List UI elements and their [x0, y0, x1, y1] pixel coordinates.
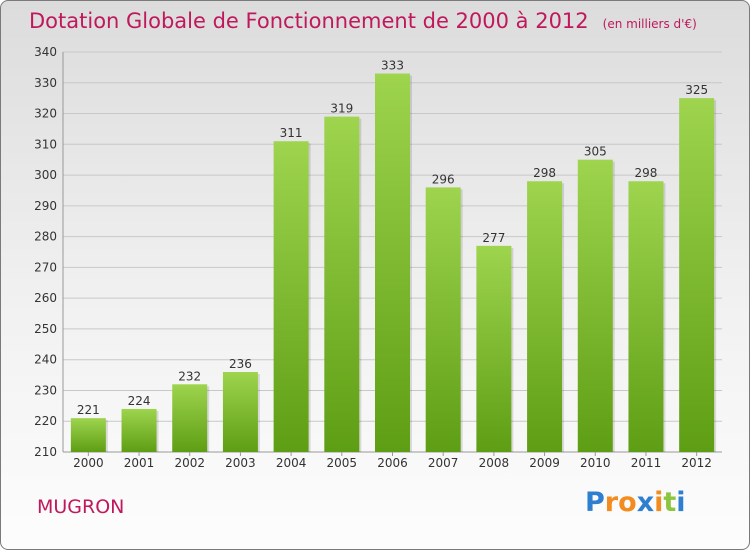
- data-label: 319: [330, 102, 353, 116]
- y-tick-label: 250: [34, 322, 57, 336]
- y-tick-label: 210: [34, 445, 57, 459]
- x-tick-label: 2005: [327, 456, 358, 470]
- proxiti-logo[interactable]: Proxiti: [585, 487, 686, 518]
- bar-2000: [70, 418, 106, 452]
- data-label: 296: [432, 172, 455, 186]
- x-tick-label: 2006: [377, 456, 408, 470]
- commune-name: MUGRON: [37, 496, 125, 518]
- y-axis-ticks: 210 220 230 240 250 260 270 280 290 300 310 320 330 3…: [34, 45, 57, 459]
- data-label: 298: [533, 166, 556, 180]
- bars: [70, 73, 717, 453]
- data-label: 298: [635, 166, 658, 180]
- bar-2007: [425, 187, 461, 452]
- y-tick-label: 280: [34, 230, 57, 244]
- bar-2012: [679, 98, 715, 453]
- y-tick-label: 230: [34, 383, 57, 397]
- logo-letter: P: [585, 487, 605, 518]
- data-label: 311: [280, 126, 303, 140]
- y-tick-label: 220: [34, 414, 57, 428]
- data-label: 325: [685, 83, 708, 97]
- bar-2001: [121, 408, 157, 452]
- data-label: 277: [482, 231, 505, 245]
- logo-letter: i: [676, 487, 686, 518]
- logo-letter: i: [654, 487, 664, 518]
- chart-title-text: Dotation Globale de Fonctionnement de 20…: [29, 9, 589, 33]
- data-label: 221: [77, 403, 100, 417]
- y-tick-label: 240: [34, 353, 57, 367]
- x-tick-label: 2007: [428, 456, 459, 470]
- data-label: 305: [584, 145, 607, 159]
- chart-title: Dotation Globale de Fonctionnement de 20…: [29, 9, 697, 33]
- x-tick-label: 2011: [631, 456, 662, 470]
- x-tick-label: 2008: [479, 456, 510, 470]
- y-tick-label: 340: [34, 45, 57, 59]
- bar-2009: [527, 181, 563, 452]
- data-label: 224: [128, 394, 151, 408]
- data-label: 236: [229, 357, 252, 371]
- data-labels: 221 224 232 236 311 319 333 296 277 298 305 298 325: [77, 59, 708, 418]
- logo-letter: r: [604, 487, 619, 518]
- x-tick-label: 2003: [225, 456, 256, 470]
- bar-2002: [172, 384, 208, 452]
- x-tick-label: 2009: [529, 456, 560, 470]
- x-tick-label: 2000: [73, 456, 104, 470]
- x-tick-label: 2010: [580, 456, 611, 470]
- bar-2004: [273, 141, 309, 452]
- logo-letter: o: [618, 487, 637, 518]
- bar-2011: [628, 181, 664, 452]
- bar-2010: [577, 159, 613, 452]
- bar-2006: [375, 73, 410, 453]
- logo-letter: t: [663, 487, 677, 518]
- data-label: 333: [381, 59, 404, 73]
- x-tick-label: 2001: [124, 456, 155, 470]
- bar-2008: [476, 245, 512, 452]
- y-tick-label: 330: [34, 76, 57, 90]
- bar-2005: [324, 116, 360, 452]
- y-tick-label: 320: [34, 107, 57, 121]
- y-tick-label: 300: [34, 168, 57, 182]
- y-tick-label: 290: [34, 199, 57, 213]
- logo-letter: x: [636, 487, 655, 518]
- unit-note: (en milliers d'€): [602, 17, 697, 31]
- x-axis-ticks: 2000 2001 2002 2003 2004 2005 2006 2007 2008 2009…: [73, 456, 712, 470]
- y-tick-label: 270: [34, 260, 57, 274]
- y-tick-label: 310: [34, 137, 57, 151]
- x-tick-label: 2002: [174, 456, 205, 470]
- data-label: 232: [178, 369, 201, 383]
- y-tick-label: 260: [34, 291, 57, 305]
- x-tick-label: 2004: [276, 456, 307, 470]
- bar-2003: [222, 372, 258, 452]
- x-tick-label: 2012: [681, 456, 712, 470]
